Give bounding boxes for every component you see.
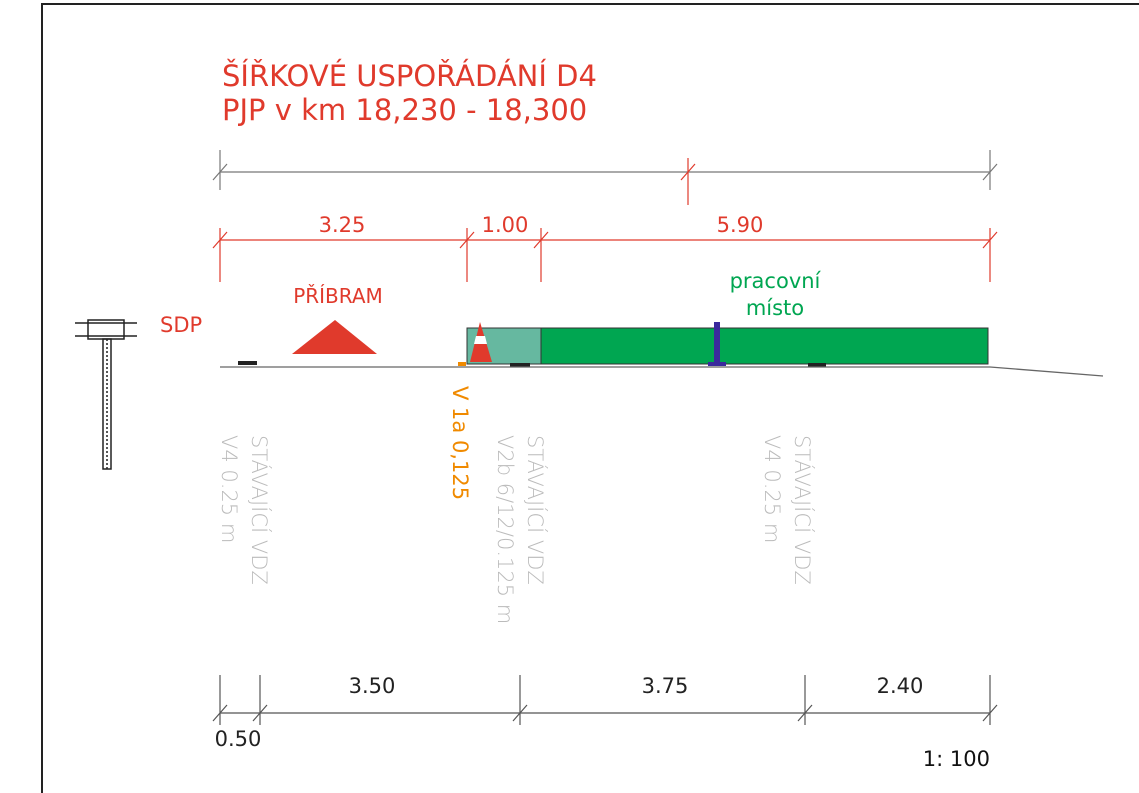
title-1: ŠÍŘKOVÉ USPOŘÁDÁNÍ D4	[222, 59, 597, 93]
existing-2a: STÁVAJÍCÍ VDZ	[523, 435, 548, 585]
existing-3b: V4 0.25 m	[760, 435, 784, 543]
cone	[458, 322, 492, 366]
top-dimensions	[212, 158, 998, 282]
frame	[41, 3, 1139, 793]
sdp: SDP	[160, 313, 202, 337]
arrow-triangle	[292, 320, 377, 354]
existing-2b: V2b 6/12/0.125 m	[493, 435, 517, 624]
direction: PŘÍBRAM	[293, 284, 383, 308]
work-2: místo	[746, 296, 804, 320]
road-surface	[220, 366, 1104, 377]
post-base	[708, 362, 726, 366]
scale: 1: 100	[923, 747, 990, 771]
sdp-sign	[75, 319, 137, 470]
dim-325: 3.25	[319, 213, 366, 237]
work-zone	[540, 327, 989, 365]
bottom-dimensions	[212, 675, 998, 725]
marking-label: V 1a 0,125	[448, 386, 472, 500]
overall-dimension	[212, 150, 998, 190]
dim-350: 3.50	[349, 674, 396, 698]
existing-1b: V4 0.25 m	[217, 435, 241, 543]
title-2: PJP v km 18,230 - 18,300	[222, 93, 587, 127]
work-1: pracovní	[730, 269, 822, 293]
dim-375: 3.75	[642, 674, 689, 698]
dim-590: 5.90	[717, 213, 764, 237]
existing-1a: STÁVAJÍCÍ VDZ	[247, 435, 272, 585]
post	[714, 322, 720, 366]
existing-3a: STÁVAJÍCÍ VDZ	[790, 435, 815, 585]
dim-240: 2.40	[877, 674, 924, 698]
lane-marks	[238, 361, 826, 367]
dim-100: 1.00	[482, 213, 529, 237]
dim-050: 0.50	[215, 727, 262, 751]
